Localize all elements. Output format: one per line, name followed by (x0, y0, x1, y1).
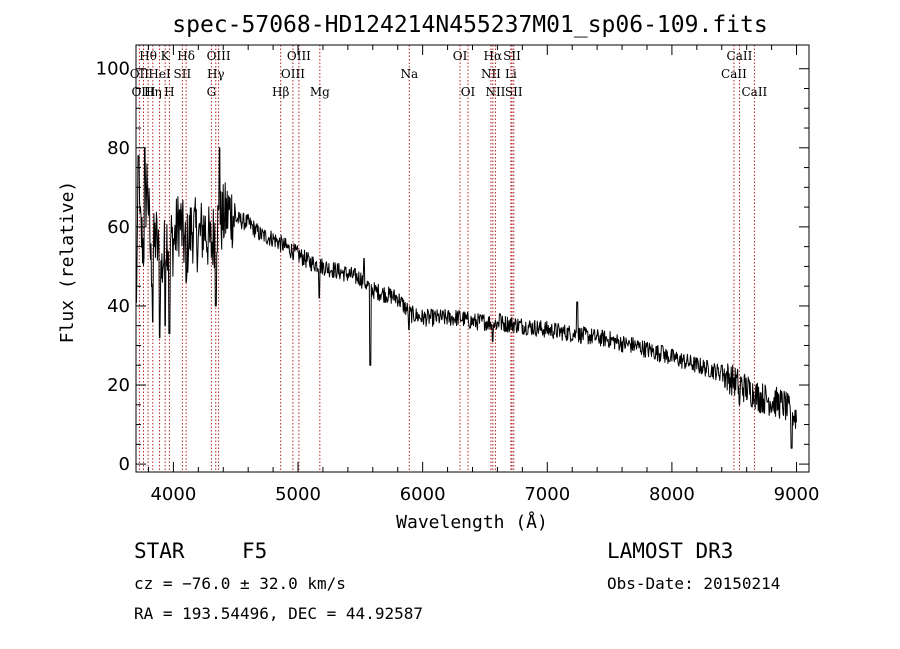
spectral-line-label: OI (453, 49, 468, 63)
x-tick-label: 5000 (275, 484, 321, 505)
spectral-line-label: CaII (727, 49, 753, 63)
spectral-line-label: NII (481, 67, 501, 81)
spectral-line-label: SII (174, 67, 192, 81)
spectral-line-markers (138, 45, 755, 472)
spectral-line-label: Hγ (207, 67, 225, 81)
y-axis-ticks: 0 20 40 60 80 100 (96, 59, 809, 475)
y-tick-label: 60 (107, 217, 130, 238)
spectral-line-label: SII (505, 85, 523, 99)
spectral-line-label: Na (400, 67, 418, 81)
spectral-line-label: SII (503, 49, 521, 63)
spectral-line-label: Mg (310, 85, 330, 99)
chart-title: spec-57068-HD124214N455237M01_sp06-109.f… (172, 12, 767, 38)
spectral-line-label: OIII (207, 49, 231, 63)
spectral-line-label: Hδ (177, 49, 195, 63)
observation-date: Obs-Date: 20150214 (607, 574, 780, 593)
spectral-line-label: OII (130, 67, 150, 81)
spectral-line-label: HeI (148, 67, 171, 81)
spectral-line-label: OI (461, 85, 476, 99)
spectral-line-label: CaII (721, 67, 747, 81)
x-axis-ticks: 4000 5000 6000 7000 8000 9000 (147, 45, 820, 505)
y-tick-label: 0 (119, 454, 130, 475)
spectral-line-label: CaII (741, 85, 767, 99)
x-axis-label: Wavelength (Å) (396, 511, 548, 533)
spectral-line-label: G (207, 85, 217, 99)
spectrum-series (135, 147, 797, 449)
y-tick-label: 100 (96, 59, 130, 80)
y-tick-label: 80 (107, 138, 130, 159)
spectral-line-label: Hη (144, 85, 162, 99)
x-tick-label: 6000 (400, 484, 446, 505)
object-subclass: F5 (242, 539, 267, 563)
y-tick-label: 20 (107, 375, 130, 396)
coordinates: RA = 193.54496, DEC = 44.92587 (134, 604, 423, 623)
x-tick-label: 4000 (150, 484, 196, 505)
survey-name: LAMOST DR3 (607, 539, 733, 563)
x-tick-label: 7000 (524, 484, 570, 505)
spectral-line-label: K (161, 49, 171, 63)
object-class: STAR (134, 539, 185, 563)
spectral-line-label: Hα (484, 49, 503, 63)
spectral-line-label: Li (505, 67, 517, 81)
spectral-line-label: NII (485, 85, 505, 99)
spectral-line-label: OIII (287, 49, 311, 63)
spectral-line-label: Hβ (272, 85, 289, 99)
spectral-line-label: Hθ (139, 49, 157, 63)
y-tick-label: 40 (107, 296, 130, 317)
spectrum-line (135, 147, 797, 449)
spectral-line-label: OIII (281, 67, 305, 81)
redshift-cz: cz = −76.0 ± 32.0 km/s (134, 574, 346, 593)
x-tick-label: 9000 (774, 484, 820, 505)
spectral-line-label: H (164, 85, 174, 99)
x-tick-label: 8000 (649, 484, 695, 505)
y-axis-label: Flux (relative) (57, 181, 78, 344)
